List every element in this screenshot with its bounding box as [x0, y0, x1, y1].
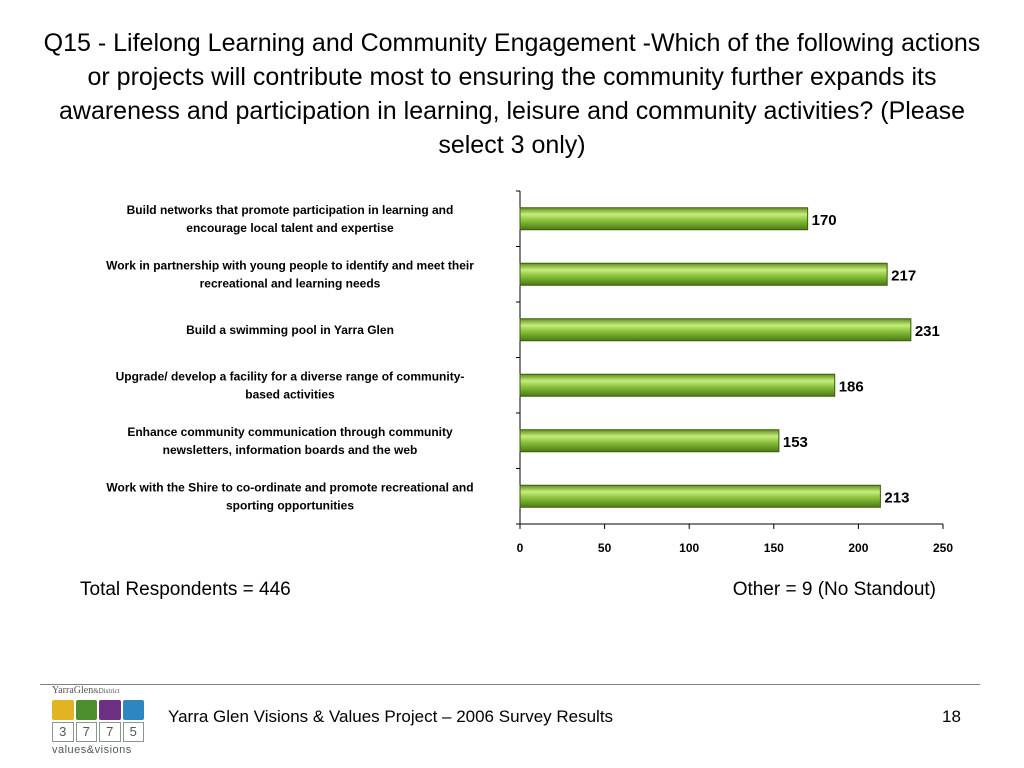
other-responses-note: Other = 9 (No Standout) — [732, 579, 936, 600]
logo-digit: 5 — [122, 722, 144, 742]
category-label: Build a swimming pool in Yarra Glen — [186, 323, 394, 337]
bar-chart: 0 50 100 150 200 250 170 Build networks that pr… — [106, 190, 953, 555]
logo-icon-sun — [52, 700, 74, 720]
footer-title: Yarra Glen Visions & Values Project – 20… — [168, 707, 614, 726]
logo-icon-grapes — [75, 700, 97, 720]
chart-title: Q15 - Lifelong Learning and Community En… — [43, 29, 981, 159]
bar — [519, 429, 780, 453]
logo-brand: YarraGlen&District — [52, 685, 120, 696]
category-label: Work with the Shire to co-ordinate and p… — [106, 480, 473, 512]
page-number: 18 — [942, 707, 961, 726]
yarra-glen-logo: YarraGlen&District 3 7 7 5 values&vision… — [52, 684, 144, 758]
x-tick-label: 0 — [517, 541, 524, 555]
logo-digit: 7 — [75, 722, 97, 742]
logo-digit: 3 — [52, 722, 74, 742]
category-label-line: Enhance community communication through … — [127, 425, 453, 439]
bar — [519, 484, 881, 508]
category-label-line: Work with the Shire to co-ordinate and p… — [106, 480, 473, 494]
bar — [519, 262, 888, 286]
logo-brand-suffix: &District — [93, 687, 120, 695]
logo-brand-name: YarraGlen — [52, 685, 94, 696]
logo-postcode: 3 7 7 5 — [52, 722, 144, 742]
data-label: 217 — [891, 267, 916, 284]
category-label-line: recreational and learning needs — [200, 276, 381, 290]
category-label-line: Upgrade/ develop a facility for a divers… — [116, 369, 465, 383]
category-label-line: newsletters, information boards and the … — [163, 443, 418, 457]
logo-icon-flower — [99, 700, 121, 720]
category-label: Work in partnership with young people to… — [106, 258, 474, 290]
logo-icon-hand — [122, 700, 144, 720]
total-respondents: Total Respondents = 446 — [80, 579, 291, 600]
x-tick-label: 150 — [764, 541, 784, 555]
data-label: 231 — [915, 323, 940, 340]
data-label: 153 — [783, 434, 808, 451]
data-label: 170 — [812, 212, 837, 229]
bar — [519, 318, 912, 342]
x-tick-label: 250 — [933, 541, 953, 555]
bar — [519, 373, 836, 397]
category-label-line: Build a swimming pool in Yarra Glen — [186, 323, 394, 337]
category-label-line: Work in partnership with young people to… — [106, 258, 474, 272]
category-label-line: encourage local talent and expertise — [186, 221, 394, 235]
x-tick-label: 100 — [679, 541, 699, 555]
category-label: Upgrade/ develop a facility for a divers… — [116, 369, 465, 401]
x-tick-label: 50 — [598, 541, 612, 555]
category-label: Build networks that promote participatio… — [127, 203, 454, 235]
footer-divider — [40, 684, 980, 685]
category-label-line: Build networks that promote participatio… — [127, 203, 454, 217]
bar — [519, 207, 809, 231]
category-label-line: based activities — [245, 387, 335, 401]
data-label: 186 — [839, 378, 864, 395]
logo-digit: 7 — [99, 722, 121, 742]
category-label: Enhance community communication through … — [127, 425, 453, 457]
category-label-line: sporting opportunities — [226, 498, 354, 512]
logo-icons — [52, 700, 144, 720]
data-label: 213 — [884, 489, 909, 506]
logo-tagline: values&visions — [52, 744, 132, 756]
x-tick-label: 200 — [848, 541, 868, 555]
